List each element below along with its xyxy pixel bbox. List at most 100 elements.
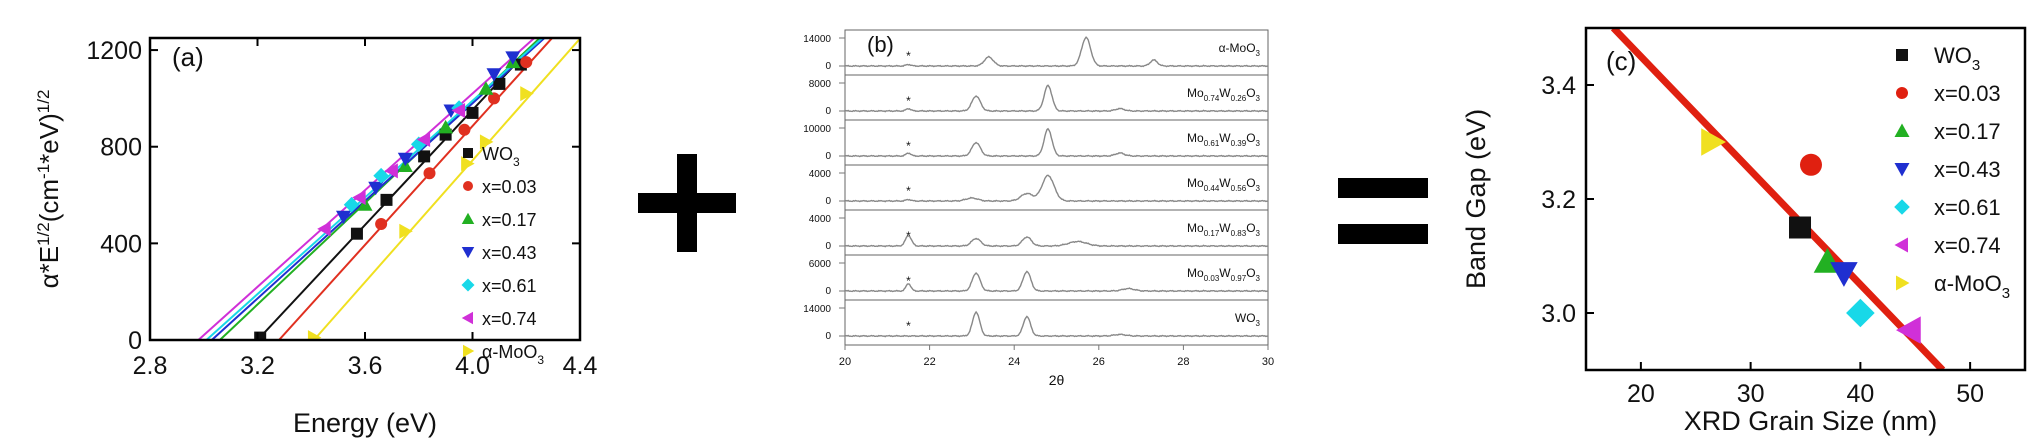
- x-tick-label-b-0: 20: [839, 356, 851, 368]
- equals-operator-icon: [1338, 178, 1428, 244]
- data-point-0-5: [466, 106, 479, 119]
- trace-label-b-1-part-1: 0.74: [1204, 94, 1220, 103]
- data-point-c-5: [1896, 316, 1921, 344]
- trace-label-b-5-part-0: Mo: [1187, 266, 1204, 280]
- data-point-6-4: [520, 86, 534, 102]
- legend-label-a-4: x=0.61: [482, 276, 537, 296]
- y-axis-label-a-part-3: -1: [34, 164, 53, 179]
- trace-label-b-2-part-5: 3: [1256, 139, 1261, 148]
- legend-label-a-sub-0: 3: [513, 155, 520, 169]
- xrd-trace-2: [844, 127, 1269, 158]
- y-tick-label-c-0: 3.0: [1541, 300, 1576, 328]
- data-point-3-2: [397, 152, 413, 167]
- data-point-2-2: [438, 119, 454, 134]
- panel-a-chart: 2.8 3.2 3.6 4.0 4.4 0 400 800 1200 (a) Energy (eV)…: [34, 36, 598, 438]
- legend-label-c-main-6: α-MoO: [1934, 271, 2002, 296]
- legend-label-a-1: x=0.03: [482, 177, 537, 197]
- xrd-trace-3: [844, 174, 1269, 203]
- data-point-3-0: [336, 210, 351, 225]
- data-point-3-5: [505, 51, 521, 65]
- trace-label-b-1-part-3: 0.26: [1231, 94, 1247, 103]
- trace-label-b-6-part-1: 3: [1256, 319, 1261, 328]
- x-tick-label-a-4: 4.4: [563, 352, 598, 380]
- trace-label-b-1-part-0: Mo: [1187, 86, 1204, 100]
- trace-label-b-0: α-MoO3: [1219, 41, 1261, 58]
- data-point-5-3: [416, 131, 431, 147]
- y-tick-label-a-0: 0: [128, 327, 142, 355]
- data-point-4-1: [373, 167, 389, 184]
- data-point-4-2: [410, 136, 427, 153]
- data-point-5-1: [352, 189, 366, 205]
- y-tick-zero-b-3: 0: [825, 196, 831, 207]
- fit-line-4: [205, 38, 544, 340]
- legend-marker-c-6: [1896, 275, 1910, 291]
- data-point-c-3: [1830, 262, 1858, 287]
- data-point-6-1: [399, 223, 413, 239]
- trace-label-b-2: Mo0.61W0.39O3: [1187, 131, 1261, 148]
- legend-label-a-sub-6: 3: [537, 353, 544, 367]
- trace-label-b-3-part-3: 0.56: [1231, 184, 1247, 193]
- trace-label-b-6-part-0: WO: [1235, 311, 1256, 325]
- trace-label-b-4-part-5: 3: [1256, 229, 1261, 238]
- y-axis-label-a-part-4: *eV): [34, 113, 64, 164]
- y-tick-zero-b-1: 0: [825, 106, 831, 117]
- trace-label-b-0-part-0: α-MoO: [1219, 41, 1256, 55]
- trace-label-b-5-part-1: 0.03: [1204, 274, 1220, 283]
- panel-label-b: (b): [867, 32, 894, 57]
- legend-marker-a-1: [463, 181, 473, 191]
- y-tick-top-b-2: 10000: [803, 124, 831, 135]
- y-tick-zero-b-2: 0: [825, 151, 831, 162]
- legend-label-a-5: x=0.74: [482, 309, 537, 329]
- x-axis-label-a: Energy (eV): [293, 408, 437, 438]
- legend-marker-a-6: [463, 344, 475, 358]
- trace-label-b-6: WO3: [1235, 311, 1261, 328]
- trace-label-b-4-part-3: 0.83: [1231, 229, 1247, 238]
- star-marker-b-4: *: [906, 229, 911, 243]
- legend-label-c-4: x=0.61: [1934, 195, 2001, 220]
- legend-label-c-0: WO3: [1934, 43, 1980, 74]
- trace-label-b-3-part-0: Mo: [1187, 176, 1204, 190]
- xrd-trace-5: [844, 270, 1269, 293]
- trace-label-b-3: Mo0.44W0.56O3: [1187, 176, 1261, 193]
- trace-label-b-5-part-4: O: [1246, 266, 1255, 280]
- trace-label-b-5-part-3: 0.97: [1231, 274, 1247, 283]
- legend-label-a-3: x=0.43: [482, 243, 537, 263]
- trace-label-b-5-part-5: 3: [1256, 274, 1261, 283]
- x-axis-label-c: XRD Grain Size (nm): [1684, 406, 1938, 436]
- y-axis-label-a: α*E1/2(cm-1*eV)1/2: [34, 90, 64, 289]
- panel-b-chart: 140000*α-MoO380000*Mo0.74W0.26O3100000*M…: [803, 29, 1274, 388]
- y-tick-top-b-0: 14000: [803, 34, 831, 45]
- trace-label-b-2-part-1: 0.61: [1204, 139, 1220, 148]
- x-tick-label-b-1: 22: [923, 356, 935, 368]
- trace-label-b-3-part-5: 3: [1256, 184, 1261, 193]
- x-tick-label-a-2: 3.6: [348, 352, 383, 380]
- y-tick-top-b-4: 4000: [809, 214, 832, 225]
- y-tick-label-c-2: 3.4: [1541, 72, 1576, 100]
- legend-label-c-5: x=0.74: [1934, 233, 2001, 258]
- data-point-c-1: [1799, 153, 1822, 176]
- trace-label-b-1-part-5: 3: [1256, 94, 1261, 103]
- xrd-trace-6: [844, 310, 1269, 338]
- y-axis-label-a-part-0: α*E: [34, 246, 64, 289]
- x-tick-label-c-2: 40: [1846, 380, 1874, 408]
- legend-label-a-6: α-MoO3: [482, 342, 544, 367]
- data-point-1-1: [423, 167, 436, 180]
- trace-label-b-2-part-2: W: [1219, 131, 1231, 145]
- star-marker-b-6: *: [906, 319, 911, 333]
- y-tick-top-b-6: 14000: [803, 304, 831, 315]
- plot-area-c: [1610, 28, 1946, 370]
- legend-label-c-1: x=0.03: [1934, 81, 2001, 106]
- fit-line-5: [197, 38, 536, 340]
- panel-c-chart: 20 30 40 50 3.0 3.2 3.4 (c) XRD Grain Size (nm) B…: [1461, 26, 2027, 436]
- legend-marker-a-5: [461, 311, 473, 325]
- y-tick-top-b-5: 6000: [809, 259, 832, 270]
- data-point-3-1: [368, 181, 384, 196]
- trace-label-b-1-part-2: W: [1219, 86, 1231, 100]
- data-point-1-4: [520, 56, 533, 69]
- trace-label-b-2-part-3: 0.39: [1231, 139, 1247, 148]
- y-tick-top-b-1: 8000: [809, 79, 832, 90]
- star-marker-b-5: *: [906, 274, 911, 288]
- legend-label-c-sub-0: 3: [1972, 57, 1980, 74]
- fit-line-6: [313, 38, 580, 340]
